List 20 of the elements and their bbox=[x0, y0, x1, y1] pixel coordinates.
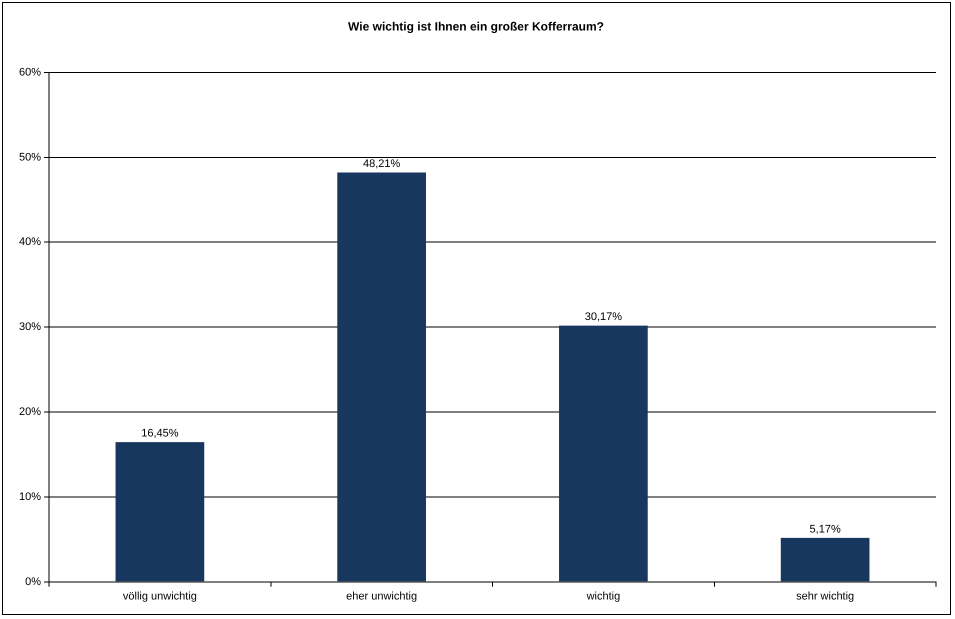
data-label: 48,21% bbox=[362, 158, 401, 170]
data-label: 5,17% bbox=[810, 523, 841, 536]
x-tick-label: völlig unwichtig bbox=[122, 590, 197, 602]
chart-title: Wie wichtig ist Ihnen ein großer Kofferraum? bbox=[348, 20, 604, 34]
y-tick-label: 10% bbox=[18, 490, 42, 503]
y-tick-label: 30% bbox=[18, 321, 42, 334]
y-tick-label: 60% bbox=[18, 66, 42, 78]
x-tick-label: wichtig bbox=[586, 590, 620, 602]
y-tick-label: 40% bbox=[18, 236, 42, 248]
y-tick-label: 0% bbox=[25, 576, 42, 588]
x-tick-label: sehr wichtig bbox=[796, 590, 854, 602]
y-tick-label: 50% bbox=[18, 151, 42, 164]
bar bbox=[337, 172, 426, 582]
bar bbox=[116, 442, 204, 582]
data-label: 30,17% bbox=[584, 311, 622, 324]
x-tick-label: eher unwichtig bbox=[346, 590, 418, 602]
bar bbox=[559, 326, 648, 582]
y-tick-label: 20% bbox=[18, 406, 42, 418]
data-label: 16,45% bbox=[141, 428, 179, 440]
bar bbox=[780, 538, 870, 582]
